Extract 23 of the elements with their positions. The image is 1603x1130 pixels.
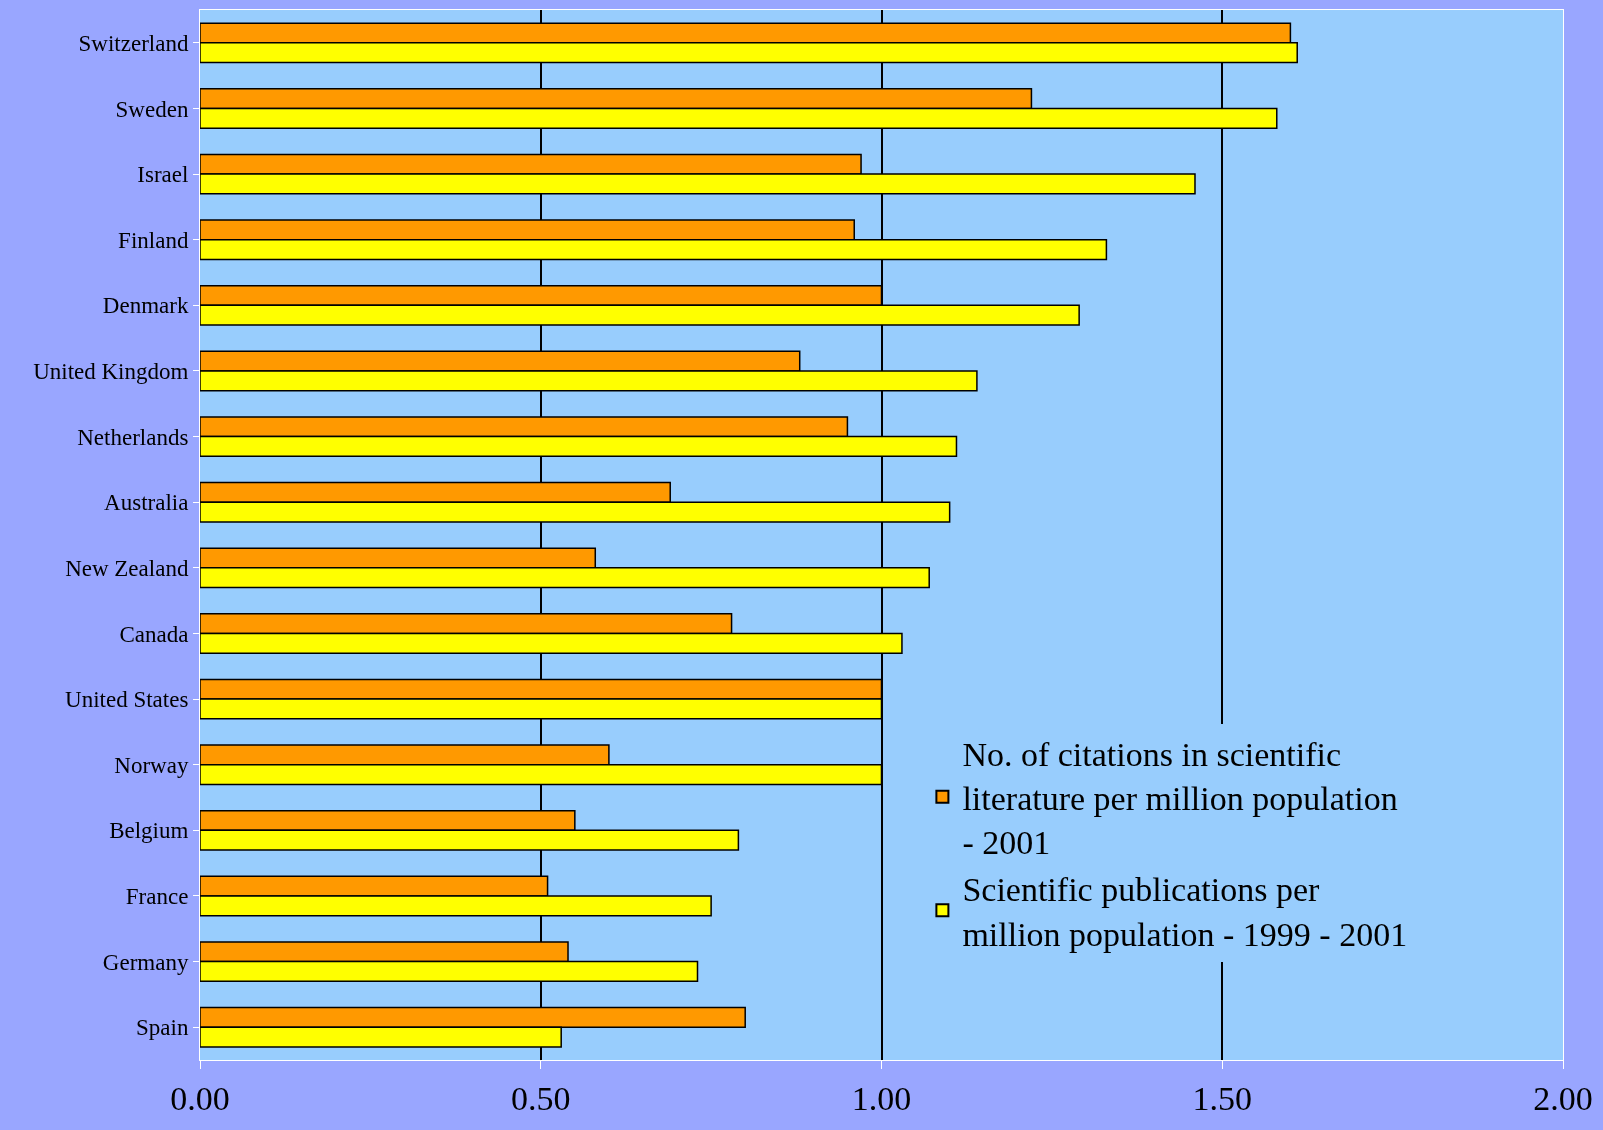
x-tick-label: 1.00 bbox=[851, 1079, 912, 1117]
y-tick-label: Norway bbox=[114, 752, 189, 778]
y-tick-label: France bbox=[125, 883, 189, 909]
y-tick-label: Israel bbox=[137, 162, 189, 188]
y-tick-label: New Zealand bbox=[65, 555, 189, 581]
x-tick-label: 0.50 bbox=[511, 1079, 571, 1117]
y-tick-label: Denmark bbox=[102, 293, 189, 319]
y-tick-label: Germany bbox=[102, 949, 189, 975]
x-tick-label: 2.00 bbox=[1533, 1079, 1593, 1117]
y-tick-label: United Kingdom bbox=[33, 358, 189, 384]
y-tick-label: Switzerland bbox=[78, 30, 189, 56]
y-tick-label: Netherlands bbox=[77, 424, 189, 450]
y-tick-label: United States bbox=[65, 687, 189, 713]
legend-label: No. of citations in scientific literature per million population - 2001 bbox=[962, 735, 1398, 862]
y-tick-label: Spain bbox=[136, 1015, 189, 1041]
y-tick-label: Sweden bbox=[115, 96, 189, 122]
y-tick-label: Australia bbox=[104, 490, 189, 516]
y-tick-label: Belgium bbox=[109, 818, 189, 844]
x-tick-label: 0.00 bbox=[170, 1079, 230, 1117]
x-tick-label: 1.50 bbox=[1192, 1079, 1252, 1117]
legend-label: Scientific publications per million population - 1999 - 2001 bbox=[962, 871, 1408, 953]
y-tick-label: Finland bbox=[118, 227, 189, 253]
y-tick-label: Canada bbox=[119, 621, 189, 647]
